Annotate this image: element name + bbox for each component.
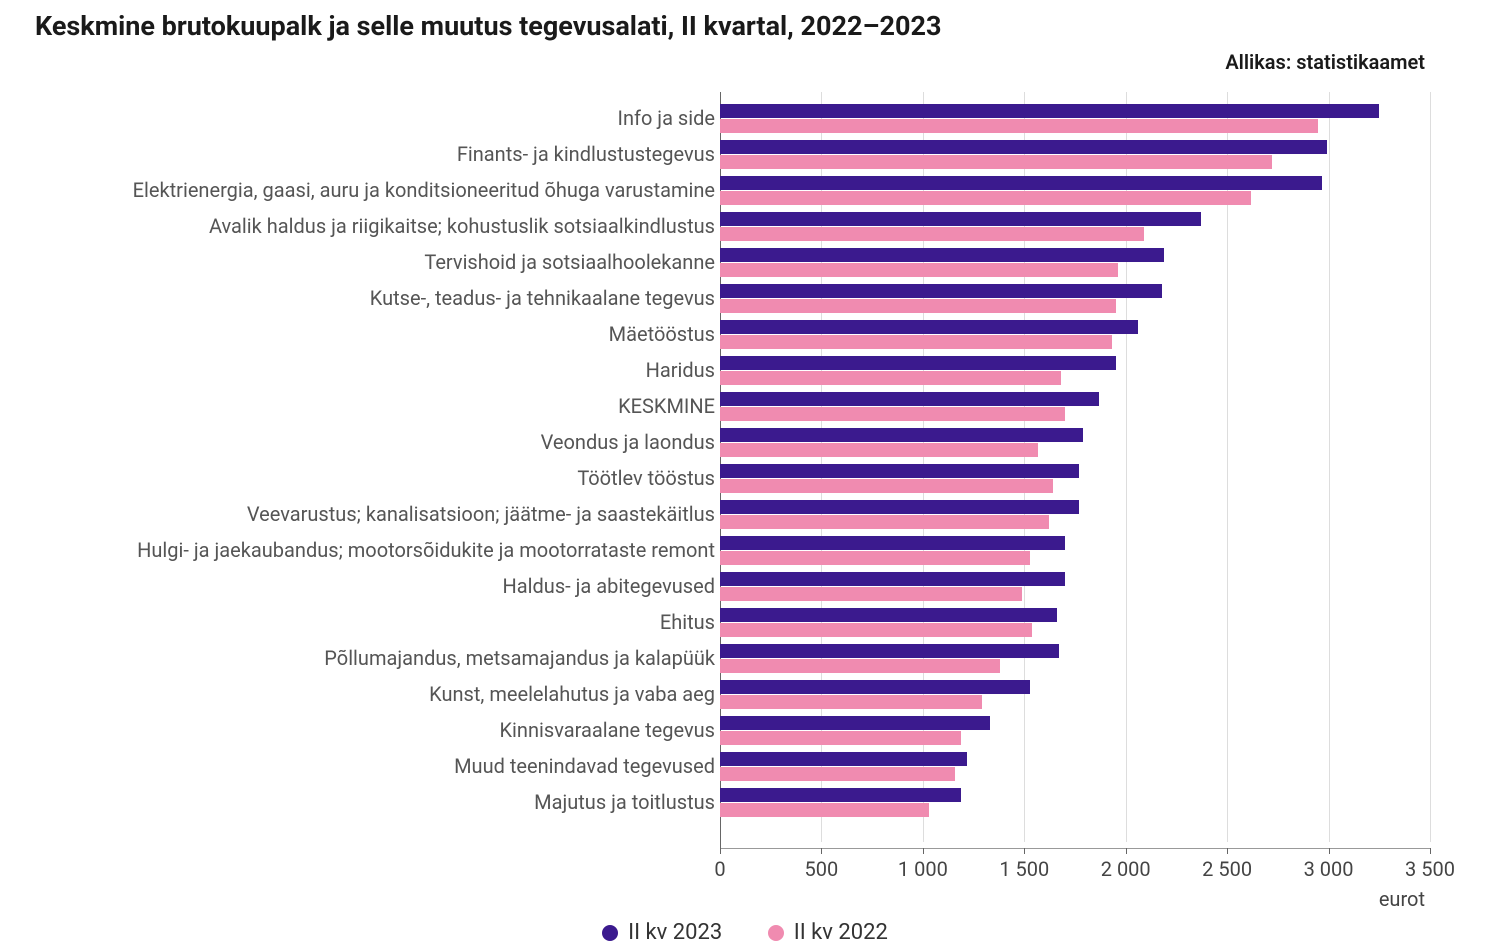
- legend-item-2022: II kv 2022: [768, 920, 888, 945]
- category-label: Elektrienergia, gaasi, auru ja konditsio…: [133, 178, 715, 202]
- category-label: Haridus: [646, 358, 715, 382]
- category-label: Haldus- ja abitegevused: [503, 574, 716, 598]
- bar-2023: [720, 608, 1057, 622]
- bar-2023: [720, 428, 1083, 442]
- bar-2023: [720, 536, 1065, 550]
- bars-column: [720, 92, 1430, 842]
- bar-2023: [720, 356, 1116, 370]
- legend-label-2022: II kv 2022: [794, 920, 888, 945]
- category-label: Veondus ja laondus: [541, 430, 715, 454]
- category-label: Kinnisvaraalane tegevus: [500, 718, 716, 742]
- category-label: Finants- ja kindlustustegevus: [457, 142, 715, 166]
- bar-2022: [720, 119, 1318, 133]
- chart-title: Keskmine brutokuupalk ja selle muutus te…: [35, 10, 1455, 42]
- bar-2022: [720, 659, 1000, 673]
- category-label: KESKMINE: [618, 394, 715, 418]
- bar-2022: [720, 407, 1065, 421]
- bar-2022: [720, 155, 1272, 169]
- bar-2022: [720, 479, 1053, 493]
- category-label: Tervishoid ja sotsiaalhoolekanne: [424, 250, 715, 274]
- x-tick-label: 1 000: [898, 857, 948, 881]
- x-tick: [1430, 848, 1431, 854]
- bar-2022: [720, 623, 1032, 637]
- category-label: Muud teenindavad tegevused: [454, 754, 715, 778]
- x-tick: [720, 848, 721, 854]
- x-tick: [1024, 848, 1025, 854]
- bar-2022: [720, 227, 1144, 241]
- x-tick-label: 2 500: [1202, 857, 1252, 881]
- bar-2023: [720, 284, 1162, 298]
- category-label: Veevarustus; kanalisatsioon; jäätme- ja …: [247, 502, 715, 526]
- x-tick-label: 2 000: [1101, 857, 1151, 881]
- category-label: Töötlev tööstus: [577, 466, 715, 490]
- category-label: Kunst, meelelahutus ja vaba aeg: [429, 682, 715, 706]
- category-label: Põllumajandus, metsamajandus ja kalapüük: [324, 646, 715, 670]
- gridline: [1430, 92, 1431, 842]
- bar-2022: [720, 587, 1022, 601]
- bar-2023: [720, 716, 990, 730]
- legend-dot-2022: [768, 925, 784, 941]
- category-label: Majutus ja toitlustus: [534, 790, 715, 814]
- x-tick-label: 1 500: [999, 857, 1049, 881]
- bar-2022: [720, 191, 1251, 205]
- bar-2022: [720, 767, 955, 781]
- bar-2022: [720, 443, 1038, 457]
- x-tick-label: 3 500: [1405, 857, 1455, 881]
- plot-area: Info ja side Finants- ja kindlustustegevu…: [35, 92, 1455, 842]
- legend: II kv 2023 II kv 2022: [35, 920, 1455, 947]
- bar-2022: [720, 551, 1030, 565]
- bar-2023: [720, 248, 1164, 262]
- bar-2023: [720, 320, 1138, 334]
- x-tick-label: 3 000: [1304, 857, 1354, 881]
- category-label: Mäetööstus: [609, 322, 715, 346]
- category-label: Hulgi- ja jaekaubandus; mootorsõidukite …: [137, 538, 715, 562]
- bar-2023: [720, 644, 1059, 658]
- bar-2022: [720, 263, 1118, 277]
- category-label: Info ja side: [618, 106, 716, 130]
- legend-dot-2023: [602, 925, 618, 941]
- x-axis-label: eurot: [1379, 887, 1425, 911]
- bar-2023: [720, 392, 1099, 406]
- x-tick: [1329, 848, 1330, 854]
- category-label: Ehitus: [660, 610, 715, 634]
- x-tick: [1126, 848, 1127, 854]
- chart-container: Keskmine brutokuupalk ja selle muutus te…: [35, 10, 1455, 842]
- legend-item-2023: II kv 2023: [602, 920, 722, 945]
- chart-source: Allikas: statistikaamet: [35, 50, 1425, 74]
- bar-2023: [720, 500, 1079, 514]
- category-label: Kutse-, teadus- ja tehnikaalane tegevus: [370, 286, 715, 310]
- bar-2023: [720, 212, 1201, 226]
- x-tick: [821, 848, 822, 854]
- x-tick: [1227, 848, 1228, 854]
- category-label: Avalik haldus ja riigikaitse; kohustusli…: [209, 214, 715, 238]
- bar-2022: [720, 731, 961, 745]
- bar-2023: [720, 680, 1030, 694]
- x-tick: [923, 848, 924, 854]
- bar-2022: [720, 371, 1061, 385]
- x-tick-label: 500: [805, 857, 839, 881]
- bar-2023: [720, 464, 1079, 478]
- bar-2022: [720, 803, 929, 817]
- bar-2023: [720, 788, 961, 802]
- bar-2022: [720, 335, 1112, 349]
- bar-2022: [720, 515, 1049, 529]
- x-tick-label: 0: [714, 857, 725, 881]
- legend-label-2023: II kv 2023: [628, 920, 722, 945]
- bar-2023: [720, 572, 1065, 586]
- category-labels-column: Info ja side Finants- ja kindlustustegevu…: [35, 92, 715, 842]
- bar-2022: [720, 299, 1116, 313]
- bar-2023: [720, 140, 1327, 154]
- bar-2023: [720, 752, 967, 766]
- bar-2023: [720, 104, 1379, 118]
- bar-2023: [720, 176, 1322, 190]
- bar-2022: [720, 695, 982, 709]
